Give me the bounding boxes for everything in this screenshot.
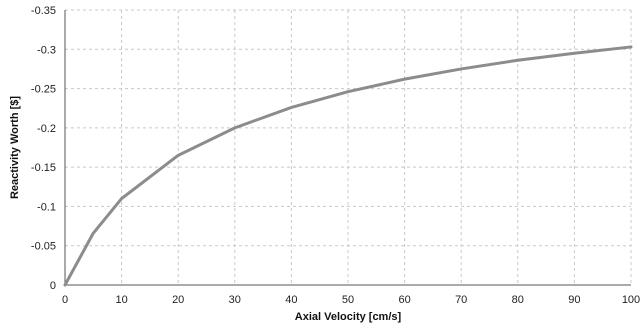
y-tick-label: -0.25 [31, 84, 56, 96]
y-axis-title: Reactivity Worth [$] [9, 96, 21, 199]
x-tick-label: 30 [229, 294, 241, 306]
series-layer [63, 45, 633, 287]
x-axis-title: Axial Velocity [cm/s] [295, 311, 402, 323]
y-tick-label: -0.3 [37, 44, 56, 56]
y-tick-label: 0 [50, 280, 56, 292]
x-tick-label: 70 [455, 294, 467, 306]
y-tick-label: -0.05 [31, 241, 56, 253]
x-tick-label: 80 [512, 294, 524, 306]
x-tick-label: 100 [622, 294, 640, 306]
x-tick-label: 60 [398, 294, 410, 306]
grid [65, 9, 632, 285]
y-tick-label: -0.35 [31, 5, 56, 17]
y-tick-label: -0.15 [31, 162, 56, 174]
x-tick-label: 20 [172, 294, 184, 306]
y-tick-label: -0.1 [37, 201, 56, 213]
tick-labels: 0 -0.05 -0.1 -0.15 -0.2 -0.25 -0.3 -0.35 0 10 20 30… [31, 5, 640, 306]
y-tick-label: -0.2 [37, 123, 56, 135]
x-tick-label: 90 [568, 294, 580, 306]
series-line [63, 45, 633, 287]
x-tick-label: 50 [342, 294, 354, 306]
x-tick-label: 40 [285, 294, 297, 306]
axes [64, 10, 631, 286]
x-tick-label: 0 [62, 294, 68, 306]
x-tick-label: 10 [115, 294, 127, 306]
